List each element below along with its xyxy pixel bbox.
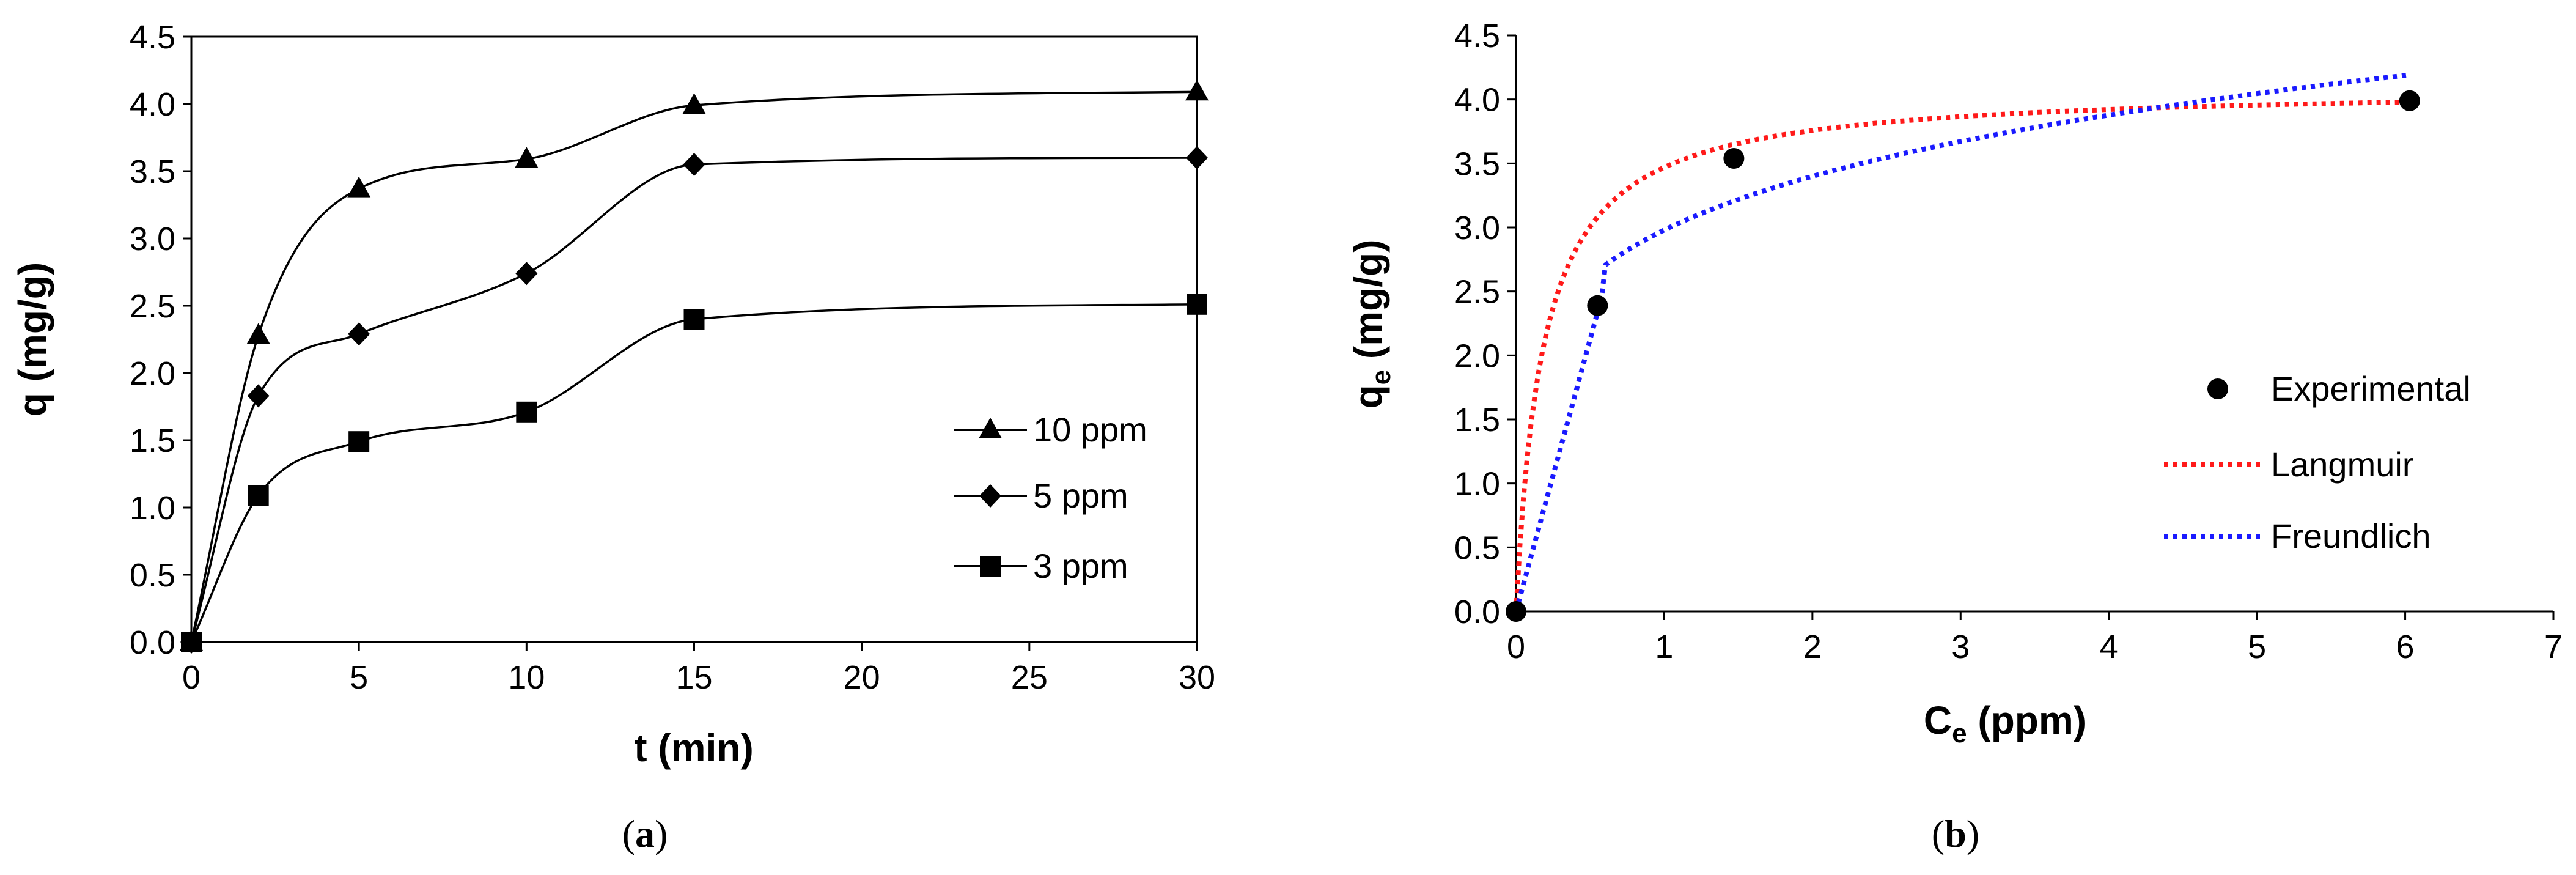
legend-item-3ppm: 3 ppm (954, 547, 1128, 585)
legend-item-freundlich: Freundlich (2164, 517, 2431, 555)
data-point-square (181, 632, 202, 652)
data-point-square (683, 309, 705, 330)
data-point-square (248, 485, 269, 506)
data-point-diamond (1186, 146, 1208, 169)
y-axis-title: qe (mg/g) (1346, 240, 1396, 409)
x-tick-label: 7 (2544, 629, 2563, 665)
model-curve-langmuir (1514, 99, 2410, 612)
x-tick-label: 15 (675, 659, 712, 696)
data-point-square (348, 431, 370, 452)
x-tick-label: 10 (508, 659, 545, 696)
y-tick-label: 0.5 (1454, 530, 1500, 566)
series-line-10-ppm (190, 90, 1198, 643)
y-axis-ticks: 0.0 0.5 1.0 1.5 2.0 2.5 3.0 3.5 4.0 4.5 (1454, 18, 1516, 630)
x-axis-ticks: 0 5 10 15 20 25 30 (182, 642, 1215, 696)
x-tick-label: 1 (1655, 629, 1673, 665)
legend-label: Freundlich (2271, 517, 2431, 555)
series-line-5-ppm (190, 157, 1198, 643)
legend-item-langmuir: Langmuir (2164, 445, 2413, 484)
legend-label: 5 ppm (1033, 476, 1128, 515)
experimental-point (1587, 295, 1608, 316)
y-tick-label: 0.5 (130, 557, 175, 594)
legend-marker-circle (2207, 378, 2228, 399)
experimental-point (1723, 147, 1745, 169)
legend-marker-diamond (979, 484, 1001, 508)
y-tick-label: 1.0 (1454, 466, 1500, 503)
data-point-diamond (247, 384, 270, 408)
x-tick-label: 6 (2396, 629, 2415, 665)
y-tick-label: 3.5 (130, 153, 175, 190)
panel-label-b: (b) (1932, 812, 1979, 855)
legend-label: Experimental (2271, 369, 2471, 408)
data-point-square (1187, 294, 1207, 315)
y-tick-label: 1.0 (130, 490, 175, 526)
y-axis-ticks: 0.0 0.5 1.0 1.5 2.0 2.5 3.0 3.5 4.0 4.5 (130, 19, 191, 661)
x-axis-title: t (min) (634, 726, 754, 770)
model-curves (1514, 72, 2410, 613)
data-point-triangle (682, 93, 706, 114)
legend-marker-square (980, 556, 1001, 577)
y-tick-label: 4.5 (130, 19, 175, 56)
legend-label: 10 ppm (1033, 410, 1147, 449)
y-tick-label: 4.0 (130, 86, 175, 123)
series-markers (180, 79, 1209, 654)
x-tick-label: 30 (1179, 659, 1215, 696)
y-tick-label: 2.5 (1454, 274, 1500, 311)
legend-item-experimental: Experimental (2207, 369, 2471, 408)
legend-marker-triangle (979, 418, 1002, 438)
legend: Experimental Langmuir Freundlich (2164, 369, 2471, 555)
y-axis-title: q (mg/g) (10, 262, 54, 416)
experimental-points (1506, 90, 2420, 622)
x-tick-label: 3 (1951, 629, 1970, 665)
x-tick-label: 4 (2100, 629, 2118, 665)
legend-item-5ppm: 5 ppm (954, 476, 1128, 515)
y-tick-label: 1.5 (130, 423, 175, 459)
data-point-triangle (246, 323, 270, 344)
x-axis-title: Ce (ppm) (1924, 698, 2086, 748)
y-tick-label: 2.0 (1454, 338, 1500, 374)
experimental-point (2399, 90, 2420, 111)
y-tick-label: 4.0 (1454, 82, 1500, 119)
y-tick-label: 3.0 (130, 221, 175, 257)
x-tick-label: 0 (182, 659, 201, 696)
plot-area-axes (1515, 35, 2553, 613)
panel-label-a: (a) (622, 812, 668, 855)
legend-label: 3 ppm (1033, 547, 1128, 585)
data-point-diamond (515, 262, 538, 286)
legend-label: Langmuir (2271, 445, 2413, 484)
chart-panel-a: 0.0 0.5 1.0 1.5 2.0 2.5 3.0 3.5 4.0 4.5 0 5 10 15 20 2… (10, 19, 1215, 855)
x-tick-label: 5 (350, 659, 368, 696)
y-tick-label: 3.5 (1454, 146, 1500, 182)
experimental-point (1506, 601, 1526, 622)
x-tick-label: 5 (2248, 629, 2266, 665)
x-axis-ticks: 0 1 2 3 4 5 6 7 (1507, 611, 2563, 665)
x-tick-label: 20 (844, 659, 880, 696)
y-tick-label: 3.0 (1454, 210, 1500, 246)
data-point-diamond (348, 322, 370, 346)
data-point-triangle (347, 176, 371, 198)
x-tick-label: 0 (1507, 629, 1525, 665)
y-tick-label: 0.0 (130, 624, 175, 661)
y-tick-label: 4.5 (1454, 18, 1500, 54)
y-tick-label: 1.5 (1454, 402, 1500, 438)
legend-item-10ppm: 10 ppm (954, 410, 1147, 449)
y-tick-label: 0.0 (1454, 594, 1500, 630)
x-tick-label: 2 (1803, 629, 1822, 665)
legend: 10 ppm 5 ppm 3 ppm (954, 410, 1147, 585)
x-tick-label: 25 (1011, 659, 1048, 696)
data-point-square (516, 401, 537, 423)
data-point-diamond (683, 153, 705, 176)
y-tick-label: 2.0 (130, 355, 175, 392)
data-point-triangle (515, 147, 539, 168)
y-tick-label: 2.5 (130, 288, 175, 325)
data-point-triangle (1185, 79, 1209, 101)
